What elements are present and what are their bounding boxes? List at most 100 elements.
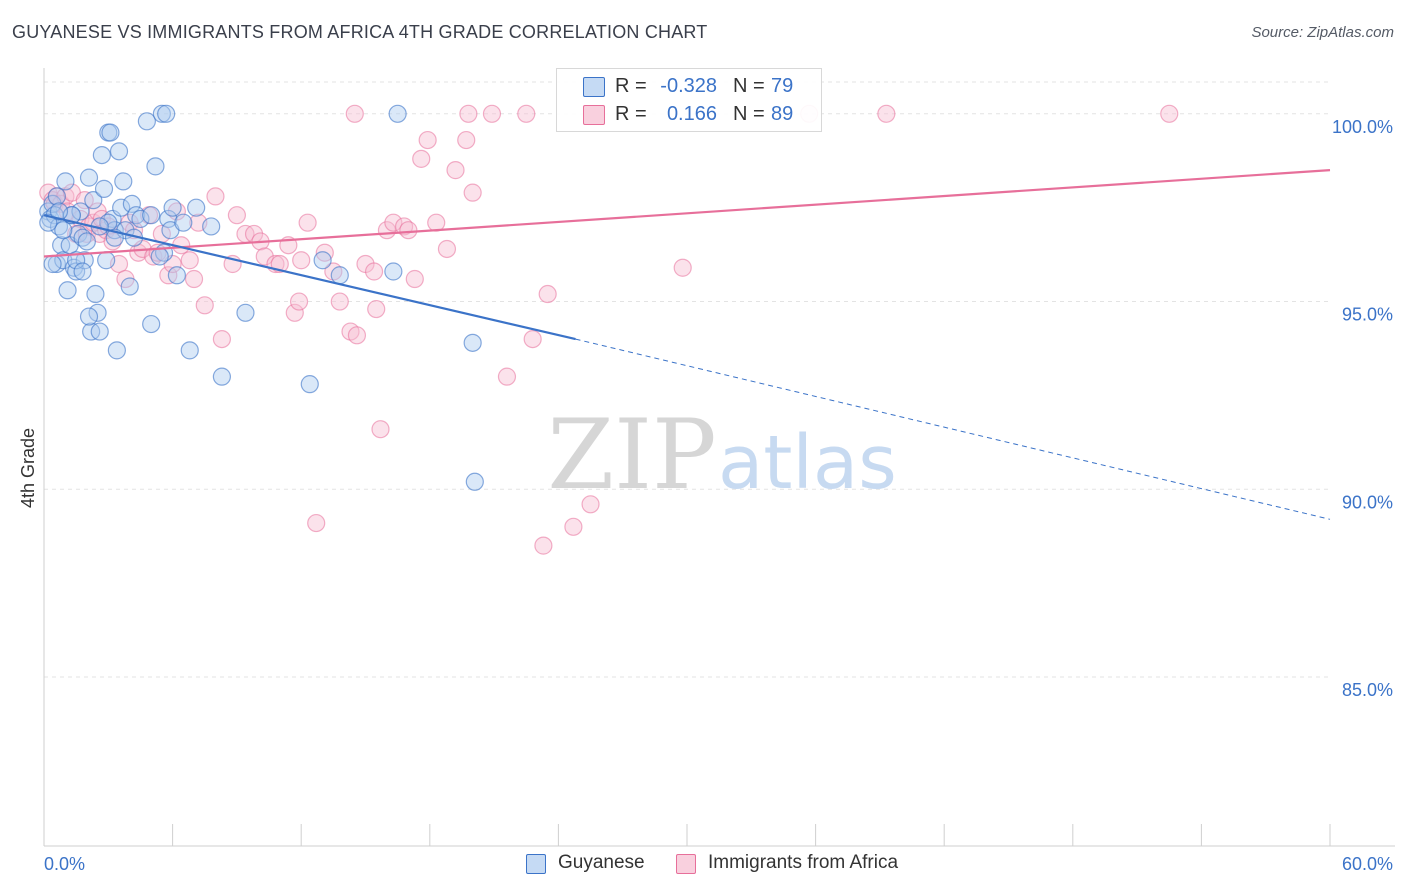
chart-title: GUYANESE VS IMMIGRANTS FROM AFRICA 4TH G… <box>12 22 708 42</box>
data-point-guyanese <box>67 251 86 270</box>
legend-r-value: 0.166 <box>666 103 717 125</box>
trend-line-guyanese <box>43 214 576 341</box>
data-point-africa <box>497 367 517 386</box>
data-point-africa <box>212 329 231 349</box>
legend-row-africa: R = 0.166 N = 89 <box>557 99 821 129</box>
legend-swatch-pink <box>583 105 605 125</box>
data-point-guyanese <box>84 191 103 210</box>
data-point-guyanese <box>202 217 221 236</box>
data-point-africa <box>673 258 692 277</box>
watermark-zip: ZIP <box>547 399 716 511</box>
legend-r-value: -0.328 <box>660 75 717 97</box>
data-point-guyanese <box>56 172 75 191</box>
data-point-guyanese <box>114 172 133 191</box>
correlation-legend: R = -0.328 N = 79 R = 0.166 N = 89 <box>556 68 822 132</box>
data-point-guyanese <box>131 209 150 229</box>
data-point-guyanese <box>107 341 126 360</box>
data-point-africa <box>345 104 364 123</box>
y-axis-label: 4th Grade <box>18 428 38 508</box>
data-point-guyanese <box>142 314 161 334</box>
data-point-guyanese <box>167 266 186 285</box>
watermark: ZIP atlas <box>547 399 896 511</box>
data-point-africa <box>412 149 431 168</box>
data-point-guyanese <box>150 247 169 266</box>
data-point-africa <box>482 104 502 123</box>
legend-n-value: 79 <box>771 75 794 97</box>
trend-lines <box>43 169 1331 520</box>
data-point-africa <box>459 104 478 123</box>
data-point-guyanese <box>112 198 131 217</box>
data-point-guyanese <box>49 202 69 221</box>
data-point-guyanese <box>236 303 255 322</box>
legend-swatch-blue <box>526 854 546 874</box>
x-tick-label: 60.0% <box>1342 854 1393 874</box>
data-point-guyanese <box>463 333 482 352</box>
data-point-africa <box>307 513 326 533</box>
data-point-guyanese <box>137 112 156 131</box>
data-point-guyanese <box>330 266 349 285</box>
data-point-africa <box>371 420 390 439</box>
legend-n-value: 89 <box>771 103 794 125</box>
series-immigrants-from-africa <box>39 104 1179 555</box>
data-point-africa <box>184 269 204 289</box>
data-point-africa <box>195 296 214 315</box>
data-point-africa <box>330 292 349 311</box>
data-point-guyanese <box>77 232 96 251</box>
legend-swatch-pink <box>676 854 696 874</box>
data-point-africa <box>298 213 317 232</box>
data-point-africa <box>877 104 896 123</box>
watermark-atlas: atlas <box>718 420 897 506</box>
data-point-guyanese <box>120 277 139 296</box>
data-point-guyanese <box>163 198 182 217</box>
trend-line-africa <box>43 169 1331 258</box>
data-point-guyanese <box>79 168 99 187</box>
data-point-africa <box>399 221 418 240</box>
data-point-guyanese <box>101 123 120 142</box>
data-point-africa <box>405 269 424 289</box>
data-point-africa <box>517 104 536 123</box>
data-point-africa <box>427 213 446 232</box>
data-point-africa <box>347 326 367 345</box>
gridlines <box>44 81 1330 678</box>
tick-labels: 85.0% 90.0% 95.0% 100.0% 0.0% 60.0% <box>44 117 1393 874</box>
data-point-africa <box>581 495 600 514</box>
legend-r-label: R = <box>615 75 647 97</box>
data-point-guyanese <box>384 262 403 281</box>
data-point-africa <box>227 206 246 225</box>
data-point-guyanese <box>54 221 73 240</box>
data-point-guyanese <box>157 104 176 123</box>
legend-r-label: R = <box>615 103 647 125</box>
data-point-africa <box>315 243 334 262</box>
data-point-guyanese <box>79 307 99 326</box>
data-point-guyanese <box>388 104 407 123</box>
data-point-africa <box>367 299 386 319</box>
data-point-africa <box>564 517 583 536</box>
data-point-africa <box>364 262 384 281</box>
data-point-africa <box>418 130 437 150</box>
data-point-africa <box>523 329 542 349</box>
y-tick-label: 95.0% <box>1342 305 1393 325</box>
data-point-africa <box>437 239 457 259</box>
data-point-guyanese <box>180 341 199 360</box>
data-point-guyanese <box>58 281 77 300</box>
legend-label-guyanese: Guyanese <box>558 852 645 873</box>
data-point-africa <box>255 247 274 266</box>
data-point-guyanese <box>159 209 178 229</box>
data-point-africa <box>446 161 465 180</box>
data-point-guyanese <box>94 179 114 198</box>
data-point-guyanese <box>146 157 165 176</box>
series-legend: Guyanese Immigrants from Africa <box>0 852 1406 878</box>
data-point-guyanese <box>109 142 129 161</box>
data-point-guyanese <box>97 251 116 270</box>
series-guyanese <box>39 104 484 491</box>
y-tick-label: 90.0% <box>1342 492 1393 512</box>
data-point-guyanese <box>92 145 111 165</box>
data-point-guyanese <box>39 213 58 232</box>
data-point-africa <box>457 130 476 150</box>
data-point-africa <box>384 213 403 232</box>
legend-swatch-blue <box>583 77 605 97</box>
data-point-africa <box>180 251 199 270</box>
data-point-africa <box>292 251 311 270</box>
data-point-guyanese <box>47 187 66 206</box>
